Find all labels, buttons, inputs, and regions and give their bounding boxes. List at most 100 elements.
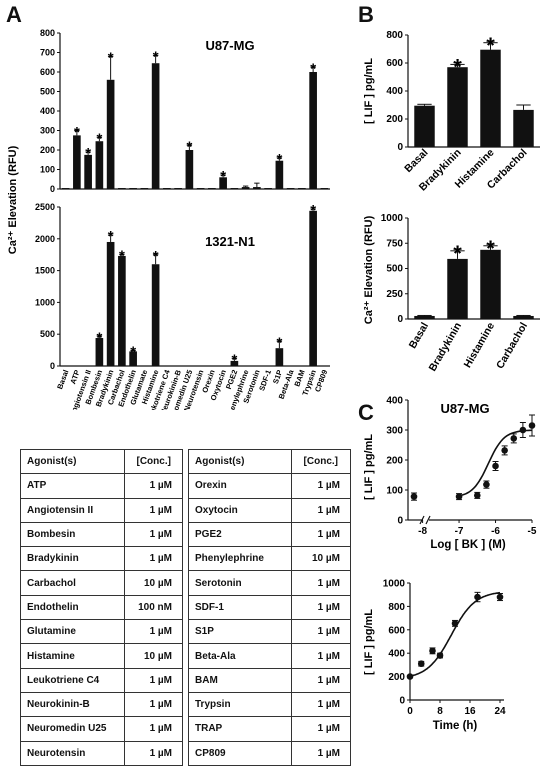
y-axis-label: [ LIF ] pg/mL [363,58,375,124]
y-tick-label: 800 [40,28,55,38]
significance-marker: * [108,228,114,245]
concentration-cell: 10 µM [290,546,352,572]
concentration-cell: 1 µM [290,716,352,742]
bar [447,258,468,319]
y-tick-label: 2500 [35,202,55,212]
significance-marker: * [74,124,80,141]
table-row: SDF-1 1 µM [188,594,352,621]
y-tick-label: 600 [40,67,55,77]
agonist-cell: Neuromedin U25 [19,716,126,742]
x-axis-label: Log [ BK ] (M) [430,539,506,551]
y-axis-label: Ca²⁺ Elevation (RFU) [7,145,19,254]
concentration-cell: 1 µM [290,643,352,669]
concentration-cell: 1 µM [124,740,183,766]
agonist-cell: Bradykinin [19,546,126,572]
significance-marker: * [453,55,462,80]
y-tick-label: 400 [386,86,403,97]
y-tick-label: 0 [397,516,403,527]
significance-marker: * [276,151,282,168]
x-tick-label: -5 [528,526,537,537]
table-row: ATP 1 µM [19,473,183,499]
bar [118,188,126,189]
y-tick-label: 400 [386,396,403,407]
bar [174,365,182,367]
significance-marker: * [153,49,159,66]
agonist-cell: Endothelin [19,594,126,621]
bar [129,188,137,189]
data-point [436,652,444,659]
agonist-cell: Neurokinin-B [19,691,126,718]
bar [95,338,104,366]
column-header-agonist: Agonist(s) [19,448,126,475]
significance-marker: * [276,334,282,351]
table-header-row: Agonist(s) [Conc.] [19,448,183,475]
concentration-cell: 1 µM [124,473,183,499]
bar [84,154,92,189]
significance-marker: * [96,329,102,346]
significance-marker: * [453,241,462,266]
chart-title: U87-MG [205,38,254,53]
data-point [474,593,481,601]
table-header-row: Agonist(s) [Conc.] [188,448,352,475]
bar [320,365,329,367]
bar [196,365,205,367]
table-row: Oxytocin 1 µM [188,497,352,523]
agonist-cell: Beta-Ala [188,643,292,669]
significance-marker: * [186,138,192,155]
concentration-cell: 10 µM [124,570,183,596]
bar [163,188,171,189]
concentration-cell: 1 µM [290,619,352,645]
y-tick-label: 750 [386,238,403,249]
table-row: Glutamine 1 µM [19,619,183,645]
x-tick-label: Histamine [462,320,498,370]
bar [414,105,435,147]
y-tick-label: 800 [388,602,405,613]
bar [151,264,160,366]
table-row: Bradykinin 1 µM [19,546,183,572]
x-tick-label: Bradykinin [427,321,465,374]
bar [320,188,329,189]
bar [253,187,261,189]
concentration-cell: 100 nM [124,594,183,621]
bar [61,365,70,367]
chart-title: 1321-N1 [205,234,255,249]
bar [185,365,194,367]
data-point [483,481,490,488]
bar [106,241,115,366]
y-tick-label: 600 [388,625,405,636]
agonist-cell: Orexin [188,473,292,499]
x-tick-label: Basal [55,369,70,391]
y-tick-label: 500 [40,329,55,339]
bar [73,135,81,189]
significance-marker: * [310,202,316,219]
y-tick-label: 300 [386,426,403,437]
chart-panel-b-top: 0200400600800Basal*Bradykinin*HistamineC… [363,30,540,193]
x-tick-label: 24 [494,706,506,717]
concentration-cell: 1 µM [290,667,352,693]
table-row: Neuromedin U25 1 µM [19,716,183,742]
y-tick-label: 1000 [383,579,406,590]
bar [95,141,104,189]
chart-panel-c-top: 0 100 200 300 400 -8 -7 -6 -5 U87-MG Log [ BK ] (M… [363,396,537,552]
agonist-cell: Glutamine [19,619,126,645]
bar [140,365,149,367]
data-point [501,447,508,454]
agonist-cell: SDF-1 [188,594,292,621]
significance-marker: * [486,236,495,261]
significance-marker: * [108,50,114,67]
y-tick-label: 0 [397,314,403,325]
data-point [410,493,418,500]
column-header-conc: [Conc.] [290,448,352,475]
y-tick-label: 1500 [35,266,55,276]
bar [140,188,149,189]
table-row: BAM 1 µM [188,667,352,693]
y-tick-label: 400 [40,106,55,116]
concentration-cell: 1 µM [124,691,183,718]
concentration-cell: 1 µM [290,740,352,766]
y-tick-label: 2000 [35,234,55,244]
bar [447,67,468,147]
bar [241,365,250,367]
y-tick-label: 200 [386,456,403,467]
chart-title: U87-MG [440,401,489,416]
concentration-cell: 1 µM [290,594,352,621]
